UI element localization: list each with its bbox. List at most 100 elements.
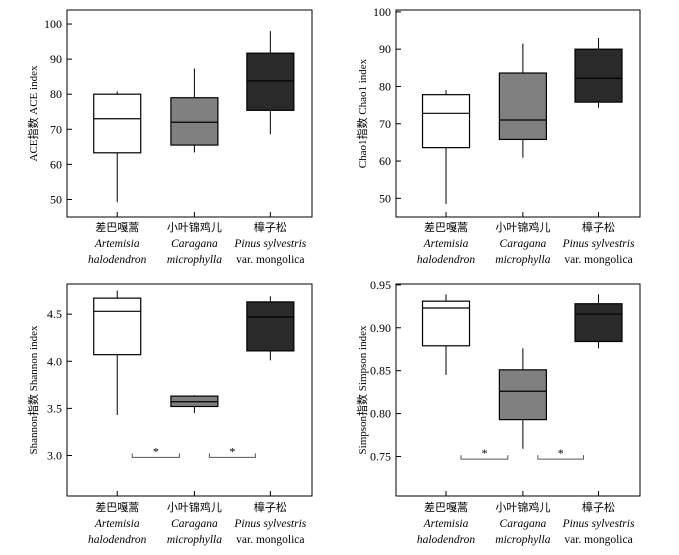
box-2 <box>170 68 219 153</box>
significance-bracket: * <box>208 444 256 458</box>
y-tick-label: 60 <box>379 154 391 168</box>
y-tick-label: 50 <box>50 192 62 206</box>
category-latin-line1: Caragana <box>171 518 218 530</box>
category-latin-line2: var. mongolica <box>236 254 304 266</box>
y-tick-label: 4.5 <box>47 307 62 321</box>
bracket-line <box>460 455 509 460</box>
box-iqr <box>170 97 219 146</box>
y-axis-label: Chao1指数 Chao1 index <box>355 58 369 168</box>
category-latin-line1: Caragana <box>500 518 547 530</box>
y-tick-label: 0.80 <box>370 407 391 421</box>
y-tick-label: 90 <box>50 52 62 66</box>
category-cn: 差巴嘎蒿 <box>424 220 468 234</box>
category-latin-line1: Artemisia <box>423 238 469 250</box>
category-label-1: 差巴嘎蒿 Artemisia halodendron <box>88 220 147 266</box>
category-latin-line2: halodendron <box>88 534 147 546</box>
box-2 <box>498 348 547 449</box>
y-tick-label: 0.90 <box>370 321 391 335</box>
category-latin-line1: Caragana <box>171 238 218 250</box>
significance-marker: * <box>558 446 564 460</box>
category-label-3: 樟子松 Pinus sylvestris var. mongolica <box>562 220 635 266</box>
category-label-3: 樟子松 Pinus sylvestris var. mongolica <box>233 500 306 546</box>
category-cn: 差巴嘎蒿 <box>95 500 139 514</box>
y-axis-label: Simpson指数 Simpson index <box>355 325 369 454</box>
plot-frame <box>66 283 313 497</box>
y-tick-label: 80 <box>50 87 62 101</box>
box-1 <box>421 294 471 375</box>
y-tick-label: 4.0 <box>47 354 62 368</box>
category-latin-line1: Artemisia <box>94 238 140 250</box>
y-tick-label: 3.5 <box>47 401 62 415</box>
box-iqr <box>574 48 623 103</box>
significance-marker: * <box>229 444 235 458</box>
box-3 <box>574 37 623 108</box>
significance-bracket: * <box>460 446 509 460</box>
y-tick-label: 70 <box>379 117 391 131</box>
box-1 <box>421 90 471 204</box>
category-latin-line2: var. mongolica <box>564 534 632 546</box>
plot-frame <box>395 9 641 218</box>
y-tick-label: 80 <box>379 79 391 93</box>
category-label-2: 小叶锦鸡儿 Caragana microphylla <box>167 500 222 546</box>
significance-bracket: * <box>131 444 180 458</box>
y-tick-label: 90 <box>379 42 391 56</box>
panel-2: 50 60 70 80 90 100 Chao1指数 Chao1 index 差巴嘎蒿 Arte… <box>355 5 641 266</box>
box-1 <box>93 290 142 415</box>
category-latin-line1: Artemisia <box>94 518 140 530</box>
box-iqr <box>246 52 295 111</box>
category-latin-line2: microphylla <box>495 534 550 546</box>
category-cn: 樟子松 <box>254 220 287 234</box>
significance-marker: * <box>153 444 159 458</box>
category-label-3: 樟子松 Pinus sylvestris var. mongolica <box>562 500 635 546</box>
category-latin-line2: microphylla <box>495 254 550 266</box>
y-tick-label: 100 <box>44 17 62 31</box>
box-iqr <box>421 94 471 149</box>
box-iqr <box>93 297 142 356</box>
box-2 <box>498 43 547 158</box>
category-cn: 小叶锦鸡儿 <box>495 220 550 234</box>
plot-frame <box>395 283 641 497</box>
y-tick-label: 3.0 <box>47 448 62 462</box>
category-label-1: 差巴嘎蒿 Artemisia halodendron <box>417 500 476 546</box>
panel-3: 3.0 3.5 4.0 4.5 Shannon指数 Shannon index * * 差巴嘎… <box>26 283 313 546</box>
category-latin-line2: halodendron <box>88 254 147 266</box>
box-iqr <box>574 303 623 343</box>
y-tick-label: 50 <box>379 191 391 205</box>
category-label-1: 差巴嘎蒿 Artemisia halodendron <box>417 220 476 266</box>
box-3 <box>574 294 623 349</box>
y-tick-label: 0.75 <box>370 450 391 464</box>
significance-marker: * <box>481 446 487 460</box>
category-latin-line1: Caragana <box>500 238 547 250</box>
panel-4: 0.75 0.80 0.85 0.90 0.95 Simpson指数 Simpson in… <box>355 278 641 546</box>
box-iqr <box>498 369 547 421</box>
category-latin-line1: Pinus sylvestris <box>233 518 306 530</box>
category-cn: 樟子松 <box>254 500 287 514</box>
y-tick-label: 60 <box>50 157 62 171</box>
y-axis-label: Shannon指数 Shannon index <box>26 325 40 454</box>
category-cn: 樟子松 <box>582 220 615 234</box>
category-label-2: 小叶锦鸡儿 Caragana microphylla <box>495 500 550 546</box>
y-axis-label: ACE指数 ACE index <box>26 65 40 161</box>
category-label-1: 差巴嘎蒿 Artemisia halodendron <box>88 500 147 546</box>
category-latin-line1: Pinus sylvestris <box>562 518 635 530</box>
y-tick-label: 70 <box>50 122 62 136</box>
y-tick-label: 0.95 <box>370 278 391 292</box>
box-3 <box>246 31 295 135</box>
box-iqr <box>246 301 295 352</box>
plot-frame <box>66 9 313 218</box>
y-tick-label: 100 <box>373 5 391 19</box>
category-latin-line2: microphylla <box>167 534 222 546</box>
category-latin-line2: var. mongolica <box>564 254 632 266</box>
category-cn: 差巴嘎蒿 <box>424 500 468 514</box>
category-cn: 小叶锦鸡儿 <box>167 500 222 514</box>
bracket-line <box>131 453 180 458</box>
box-2 <box>170 395 219 414</box>
category-latin-line2: var. mongolica <box>236 534 304 546</box>
bracket-line <box>208 453 256 458</box>
category-label-2: 小叶锦鸡儿 Caragana microphylla <box>167 220 222 266</box>
y-tick-label: 0.85 <box>370 364 391 378</box>
category-label-3: 樟子松 Pinus sylvestris var. mongolica <box>233 220 306 266</box>
box-iqr <box>93 93 142 154</box>
